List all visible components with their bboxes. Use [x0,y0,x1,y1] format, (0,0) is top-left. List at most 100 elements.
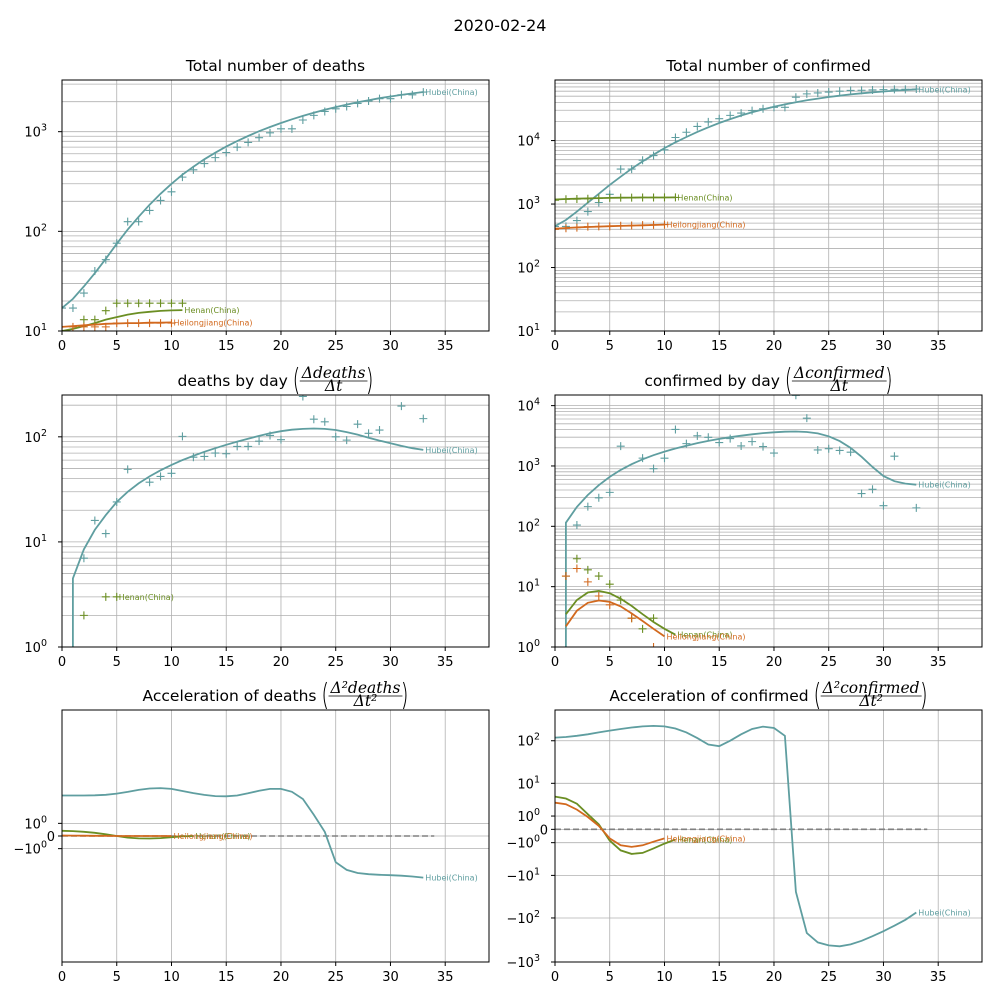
data-point [561,224,570,233]
x-tick-label: 35 [437,655,454,670]
x-tick-label: 0 [58,970,66,985]
data-point [835,87,844,96]
y-tick-label: 101 [24,322,47,340]
plot-area [555,724,917,948]
data-point [145,319,154,328]
fit-line [62,309,183,331]
x-tick-label: 30 [875,970,892,985]
data-point [101,255,110,264]
data-point [397,90,406,99]
x-tick-label: 20 [273,970,290,985]
fit-line [565,599,666,638]
paren-right [922,681,926,710]
figure-title: 2020-02-24 [453,16,547,35]
paren-right [402,681,407,710]
data-point [134,217,143,226]
x-tick-label: 0 [551,655,559,670]
series-Hubei(China) [555,85,921,231]
data-point [167,187,176,196]
series-label: Henan(China) [184,306,239,315]
data-point [298,115,307,124]
data-point [660,145,669,154]
data-point [79,611,88,620]
y-tick-label: 104 [517,397,540,415]
data-point [759,104,768,113]
data-point [901,85,910,94]
panel-deaths_daily: Hubei(China) Henan(China) 0 5 10 15 20 25 30 35 10… [24,364,490,670]
series-label: Heilongjiang(China) [173,318,252,327]
data-point [594,592,603,601]
series-label: Heilongjiang(China) [666,632,745,641]
data-point [726,434,735,443]
x-tick-label: 35 [930,339,947,354]
panel-title-text: Acceleration of deaths [143,687,317,705]
x-tick-label: 10 [163,655,180,670]
x-tick-label: 30 [382,339,399,354]
data-point [780,103,789,112]
data-point [222,449,231,458]
series-label: Heilongjiang(China) [666,834,745,843]
data-point [572,521,581,530]
panel-title-numerator: Δconfirmed [793,364,885,382]
x-tick-label: 0 [58,339,66,354]
data-point [649,151,658,160]
x-tick-label: 10 [163,339,180,354]
data-point [583,577,592,586]
data-point [704,433,713,442]
series-Henan(China) [79,592,121,620]
y-tick-label: 100 [24,638,47,656]
panel-title-denominator: Δt [324,377,343,395]
panel-title-text: Acceleration of confirmed [609,687,808,705]
series-Henan(China) [555,193,680,205]
series-Hubei(China) [555,724,917,948]
data-point [342,436,351,445]
panel-title-denominator: Δt² [353,692,378,710]
fit-line [72,427,424,647]
axes-frame [554,394,983,648]
x-tick-label: 10 [656,655,673,670]
data-point [737,441,746,450]
data-point [200,452,209,461]
x-tick-label: 15 [711,970,728,985]
y-tick-label: 102 [24,222,47,240]
data-point [112,239,121,248]
fit-line [62,91,424,309]
series-label: Henan(China) [677,836,732,845]
series-label: Hubei(China) [425,88,477,97]
data-point [693,122,702,131]
data-point [276,435,285,444]
fit-line [555,88,917,227]
data-point [759,442,768,451]
data-point [627,165,636,174]
data-point [178,299,187,308]
grid [61,395,489,648]
y-tick-label: 104 [517,132,540,150]
y-tick-label: 0 [47,830,55,845]
x-tick-label: 15 [711,655,728,670]
x-tick-label: 35 [437,970,454,985]
data-point [112,592,121,601]
series-label: Hubei(China) [918,85,970,94]
data-point [748,437,757,446]
fit-line [555,795,676,855]
panel-title-denominator: Δt² [858,692,883,710]
data-point [90,266,99,275]
grid [554,79,982,332]
data-point [715,438,724,447]
y-tick-label: 101 [517,322,540,340]
data-point [167,299,176,308]
data-point [211,449,220,458]
fit-line [565,430,917,647]
data-point [638,624,647,633]
axes-frame [61,79,490,332]
data-point [222,148,231,157]
grid [61,80,489,332]
panel-title-text: confirmed by day [644,372,780,390]
data-point [167,319,176,328]
y-tick-label: 101 [24,533,47,551]
data-point [627,193,636,202]
x-tick-label: 30 [382,655,399,670]
data-point [857,86,866,95]
